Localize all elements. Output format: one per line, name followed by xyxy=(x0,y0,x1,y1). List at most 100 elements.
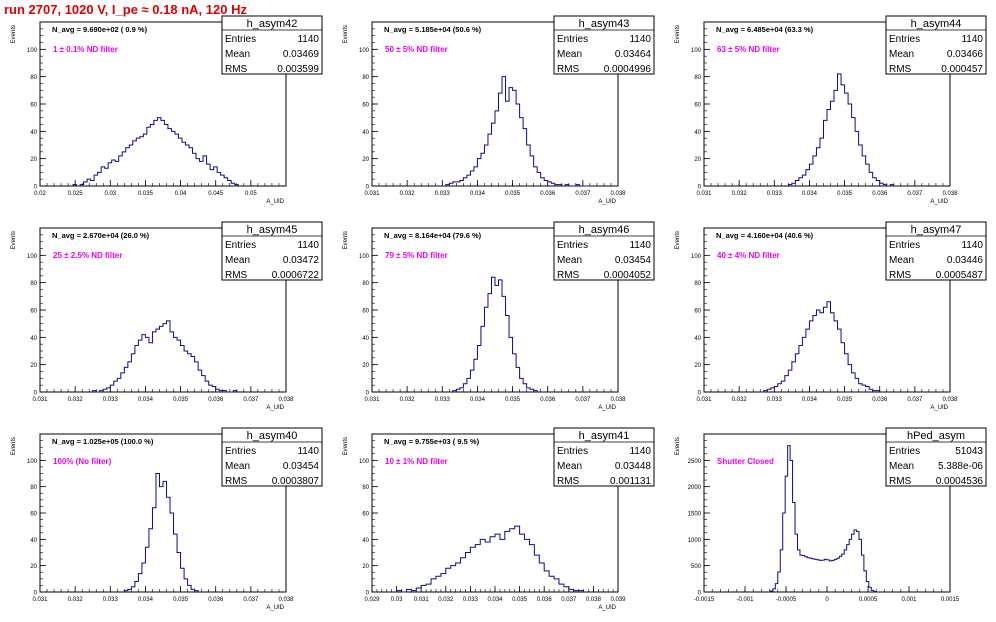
x-tick-label: 0.036 xyxy=(208,397,224,403)
y-tick-label: 0 xyxy=(698,185,702,191)
filter-annotation: 1 ± 0.1% ND filter xyxy=(53,45,118,54)
y-tick-label: 0 xyxy=(34,185,38,191)
stats-value: 0.001131 xyxy=(610,476,651,487)
x-tick-label: -0.0005 xyxy=(776,597,797,603)
x-tick-label: 0.033 xyxy=(103,397,119,403)
y-tick-label: 60 xyxy=(30,103,37,109)
y-axis-label: Events xyxy=(343,231,349,249)
histogram-line xyxy=(760,301,881,393)
y-tick-label: 2000 xyxy=(688,485,702,491)
x-tick-label: 0.035 xyxy=(837,191,853,197)
y-axis-label: Events xyxy=(675,25,681,43)
x-tick-label: 0.034 xyxy=(802,397,818,403)
stats-label: Entries xyxy=(225,240,256,251)
stats-box xyxy=(553,221,655,281)
x-tick-label: 0.031 xyxy=(696,397,712,403)
stats-label: Mean xyxy=(557,461,582,472)
y-tick-label: 80 xyxy=(362,281,369,287)
stats-label: Mean xyxy=(889,255,914,266)
x-tick-label: 0.04 xyxy=(175,191,187,197)
filter-annotation: 10 ± 1% ND filter xyxy=(385,457,448,466)
stats-label: RMS xyxy=(557,476,580,487)
y-tick-label: 100 xyxy=(691,254,702,260)
y-tick-label: 60 xyxy=(694,309,701,315)
y-tick-label: 0 xyxy=(698,591,702,597)
x-tick-label: 0.031 xyxy=(32,397,48,403)
stats-label: RMS xyxy=(889,476,912,487)
filter-annotation: Shutter Closed xyxy=(717,457,774,466)
y-tick-label: 80 xyxy=(362,485,369,491)
y-tick-label: 2500 xyxy=(688,459,702,465)
y-tick-label: 60 xyxy=(30,512,37,518)
stats-box-title: h_asym40 xyxy=(247,430,298,442)
x-tick-label: 0.037 xyxy=(561,597,577,603)
x-tick-label: 0.036 xyxy=(540,397,556,403)
stats-box xyxy=(553,427,655,487)
x-axis-label: A_UID xyxy=(930,405,948,411)
stats-value: 51043 xyxy=(955,446,983,457)
stats-value: 0.0006722 xyxy=(272,270,320,281)
y-tick-label: 80 xyxy=(30,75,37,81)
stats-value: 1140 xyxy=(629,34,651,45)
stats-label: Mean xyxy=(889,461,914,472)
y-tick-label: 100 xyxy=(27,459,38,465)
stats-value: 0.0004052 xyxy=(604,270,652,281)
x-tick-label: 0.035 xyxy=(138,191,154,197)
stats-box xyxy=(885,427,987,487)
y-tick-label: 100 xyxy=(359,459,370,465)
stats-box-title: h_asym44 xyxy=(911,18,962,30)
y-tick-label: 20 xyxy=(30,157,37,163)
x-tick-label: 0.035 xyxy=(173,397,189,403)
y-tick-label: 1000 xyxy=(688,538,702,544)
x-tick-label: 0.035 xyxy=(837,397,853,403)
stats-box-title: h_asym43 xyxy=(579,18,630,30)
x-tick-label: 0.037 xyxy=(575,397,591,403)
y-axis-label: Events xyxy=(11,25,17,43)
x-tick-label: 0.0015 xyxy=(941,597,960,603)
x-tick-label: 0.032 xyxy=(400,191,416,197)
y-tick-label: 0 xyxy=(34,591,38,597)
x-tick-label: 0.038 xyxy=(942,397,958,403)
y-tick-label: 100 xyxy=(691,48,702,54)
histogram-panel-h-asym42: 0 20 40 60 80 100 0.02 0.025 0.03 0.035 0.04 0.045 0… xyxy=(11,15,323,205)
x-tick-label: 0.034 xyxy=(470,191,486,197)
y-tick-label: 0 xyxy=(698,391,702,397)
stats-value: 0.03469 xyxy=(283,49,320,60)
histogram-panel-h-asym45: 0 20 40 60 80 100 0.031 0.032 0.033 0.034 0.035 0.0… xyxy=(11,221,323,411)
x-tick-label: 0.03 xyxy=(104,191,116,197)
stats-box xyxy=(885,221,987,281)
stats-box xyxy=(553,15,655,75)
y-tick-label: 40 xyxy=(362,130,369,136)
x-axis-label: A_UID xyxy=(598,199,616,205)
x-tick-label: 0.03 xyxy=(391,597,403,603)
x-tick-label: 0.038 xyxy=(586,597,602,603)
histogram-line xyxy=(92,320,238,393)
histogram-panel-hped-asym: 0 500 1000 1500 2000 2500 -0.0015 -0.001 -0.0005… xyxy=(675,427,987,603)
y-tick-label: 20 xyxy=(694,157,701,163)
x-tick-label: 0.036 xyxy=(872,397,888,403)
stats-box xyxy=(221,15,323,75)
stats-label: RMS xyxy=(889,64,912,75)
histogram-line xyxy=(442,76,590,187)
histogram-line xyxy=(787,73,895,187)
histogram-panel-h-asym43: 0 20 40 60 80 100 0.031 0.032 0.033 0.034 0.035 0.0… xyxy=(343,15,655,205)
y-tick-label: 60 xyxy=(694,103,701,109)
x-axis-label: A_UID xyxy=(266,199,284,205)
stats-label: Mean xyxy=(557,49,582,60)
x-tick-label: 0.034 xyxy=(138,397,154,403)
n-avg-label: N_avg = 2.670e+04 (26.0 %) xyxy=(52,231,150,240)
stats-value: 0.0005487 xyxy=(936,270,984,281)
stats-value: 1140 xyxy=(629,446,651,457)
x-tick-label: 0.032 xyxy=(732,397,748,403)
y-tick-label: 100 xyxy=(27,254,38,260)
x-tick-label: 0.031 xyxy=(364,397,380,403)
filter-annotation: 79 ± 5% ND filter xyxy=(385,251,448,260)
n-avg-label: N_avg = 5.185e+04 (50.6 %) xyxy=(384,25,482,34)
x-tick-label: 0.034 xyxy=(802,191,818,197)
x-tick-label: 0.031 xyxy=(32,597,48,603)
x-tick-label: 0.001 xyxy=(901,597,917,603)
stats-value: 0.003599 xyxy=(277,64,319,75)
x-tick-label: 0.032 xyxy=(68,597,84,603)
x-tick-label: 0.038 xyxy=(610,191,626,197)
x-tick-label: 0.039 xyxy=(610,597,626,603)
